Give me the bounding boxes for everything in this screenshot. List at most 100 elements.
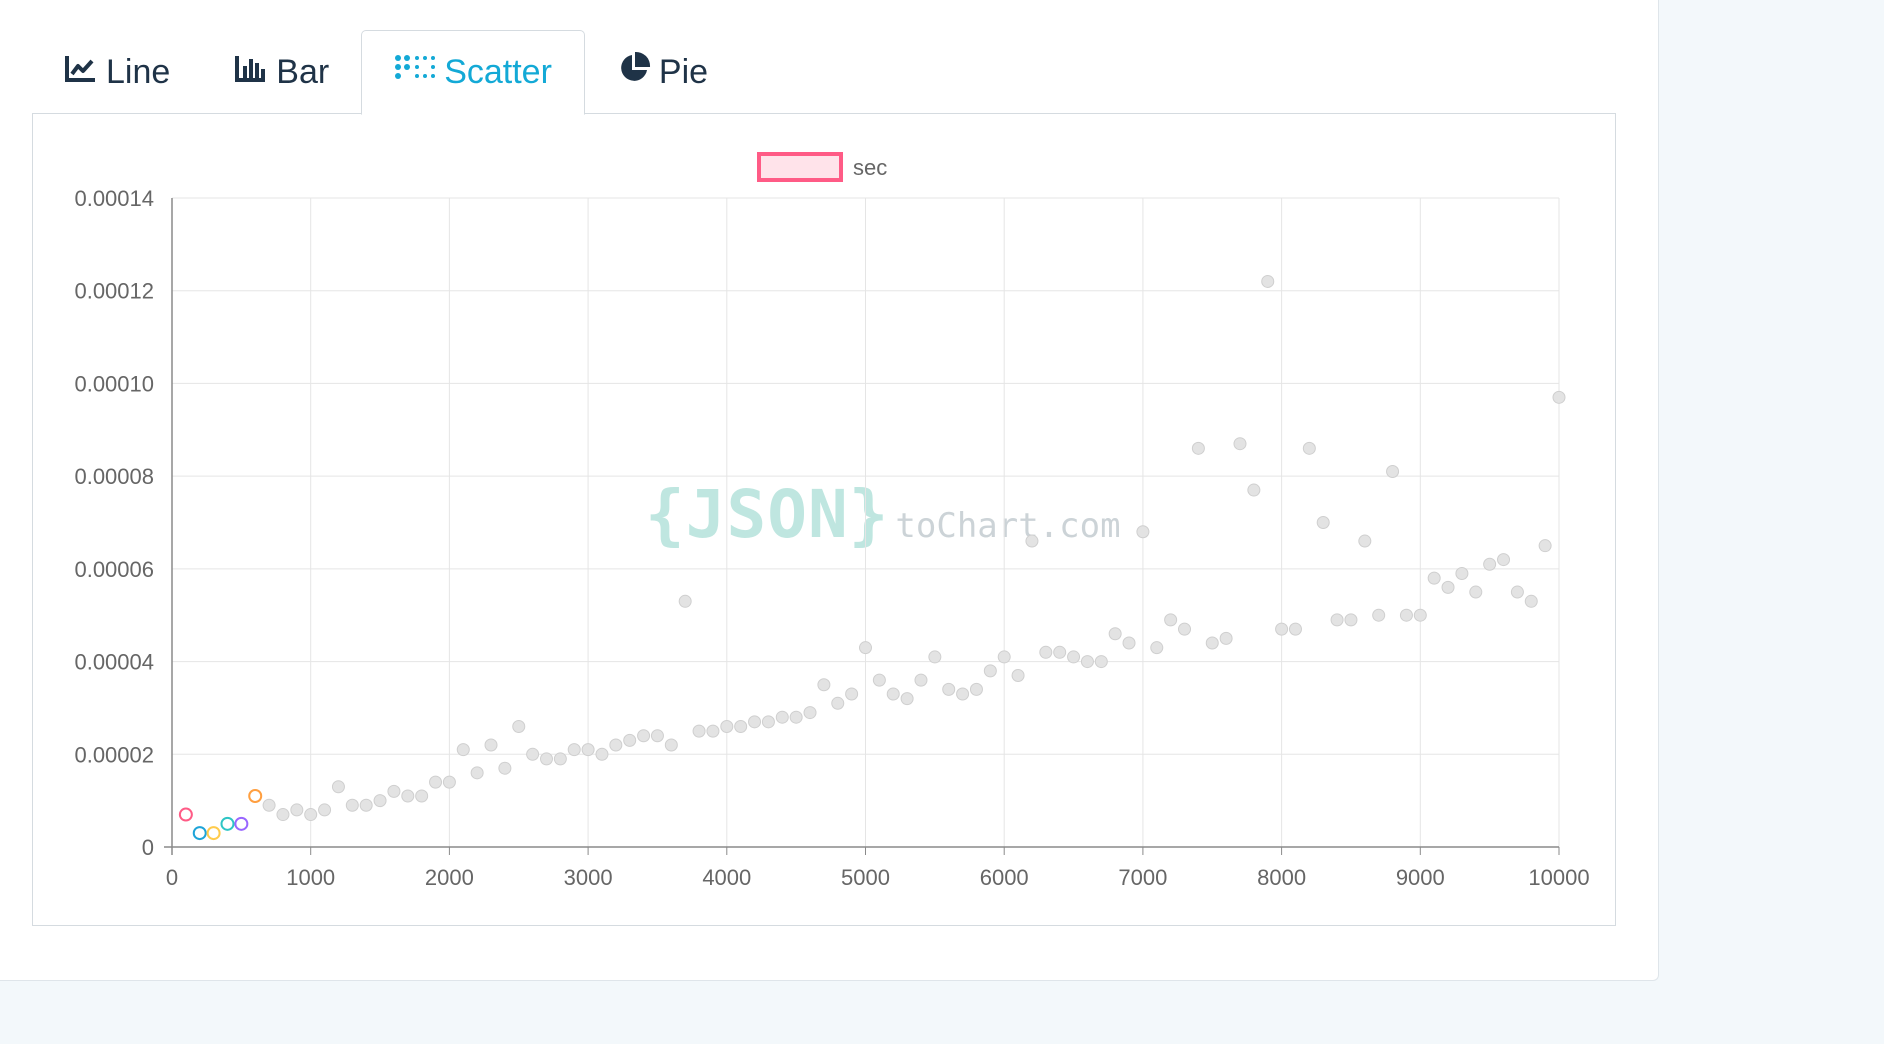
- scatter-point: [1178, 622, 1192, 636]
- scatter-point: [539, 752, 553, 766]
- scatter-point: [345, 798, 359, 812]
- x-tick-label: 6000: [980, 865, 1029, 890]
- pie-chart-icon: [617, 51, 659, 94]
- scatter-point: [872, 673, 886, 687]
- scatter-point: [1164, 613, 1178, 627]
- scatter-point: [318, 803, 332, 817]
- scatter-point: [900, 692, 914, 706]
- scatter-point: [401, 789, 415, 803]
- scatter-point: [220, 816, 235, 831]
- scatter-point: [1053, 645, 1067, 659]
- scatter-point: [470, 766, 484, 780]
- scatter-point: [1247, 483, 1261, 497]
- scatter-point: [1552, 390, 1566, 404]
- scatter-point: [304, 808, 318, 822]
- y-tick-label: 0: [142, 835, 154, 860]
- scatter-point: [290, 803, 304, 817]
- scatter-point: [1441, 580, 1455, 594]
- scatter-point: [748, 715, 762, 729]
- scatter-point: [1039, 645, 1053, 659]
- scatter-point: [359, 798, 373, 812]
- scatter-point: [178, 807, 193, 822]
- scatter-point: [983, 664, 997, 678]
- scatter-point: [1150, 641, 1164, 655]
- scatter-point: [234, 816, 249, 831]
- scatter-point: [1358, 534, 1372, 548]
- scatter-point: [429, 775, 443, 789]
- scatter-point: [678, 594, 692, 608]
- scatter-point: [914, 673, 928, 687]
- scatter-point: [498, 761, 512, 775]
- scatter-point: [248, 789, 263, 804]
- scatter-point: [1386, 465, 1400, 479]
- y-tick-label: 0.00008: [74, 464, 154, 489]
- scatter-point: [775, 710, 789, 724]
- scatter-point: [1094, 655, 1108, 669]
- scatter-point: [206, 826, 221, 841]
- x-tick-label: 1000: [286, 865, 335, 890]
- scatter-point: [1497, 553, 1511, 567]
- y-tick-label: 0.00012: [74, 279, 154, 304]
- scatter-point: [442, 775, 456, 789]
- tab-scatter[interactable]: Scatter: [361, 30, 585, 115]
- scatter-point: [1524, 594, 1538, 608]
- scatter-chart-icon: [394, 53, 444, 92]
- scatter-point: [1427, 571, 1441, 585]
- scatter-point: [1469, 585, 1483, 599]
- scatter-point: [1372, 608, 1386, 622]
- scatter-point: [192, 826, 207, 841]
- x-tick-label: 2000: [425, 865, 474, 890]
- scatter-point: [415, 789, 429, 803]
- scatter-point: [997, 650, 1011, 664]
- scatter-point: [1510, 585, 1524, 599]
- scatter-point: [1316, 516, 1330, 529]
- scatter-point: [928, 650, 942, 664]
- scatter-point: [1233, 437, 1247, 451]
- scatter-point: [1122, 636, 1136, 650]
- scatter-point: [692, 724, 706, 738]
- tab-line[interactable]: Line: [32, 30, 202, 114]
- y-tick-label: 0.00010: [74, 371, 154, 396]
- scatter-point: [553, 752, 567, 766]
- scatter-point: [1344, 613, 1358, 627]
- scatter-point: [706, 724, 720, 738]
- y-tick-label: 0.00004: [74, 650, 154, 675]
- scatter-point: [1330, 613, 1344, 627]
- line-chart-icon: [64, 53, 106, 92]
- scatter-point: [1108, 627, 1122, 641]
- x-tick-label: 0: [166, 865, 178, 890]
- tab-pie-label: Pie: [658, 52, 709, 91]
- scatter-point: [567, 743, 581, 757]
- scatter-point: [956, 687, 970, 701]
- chart-type-tabs: Line Bar: [32, 30, 740, 115]
- scatter-point: [761, 715, 775, 729]
- scatter-point: [512, 719, 526, 733]
- scatter-point: [1455, 566, 1469, 580]
- tab-pie[interactable]: Pie: [585, 30, 740, 114]
- tab-bar[interactable]: Bar: [202, 30, 361, 114]
- scatter-point: [331, 780, 345, 794]
- scatter-point: [1025, 534, 1039, 548]
- scatter-point: [1080, 655, 1094, 669]
- scatter-point: [456, 743, 470, 757]
- scatter-point: [720, 719, 734, 733]
- bar-chart-icon: [234, 53, 276, 92]
- scatter-point: [650, 729, 664, 743]
- scatter-point: [1302, 441, 1316, 455]
- legend-swatch: [757, 152, 843, 182]
- scatter-point: [942, 682, 956, 696]
- scatter-point: [276, 808, 290, 822]
- scatter-point: [1205, 636, 1219, 650]
- scatter-point: [1191, 441, 1205, 455]
- scatter-point: [1413, 608, 1427, 622]
- scatter-point: [1538, 539, 1552, 553]
- scatter-point: [609, 738, 623, 752]
- y-tick-label: 0.00014: [74, 186, 154, 211]
- scatter-point: [387, 784, 401, 798]
- x-tick-label: 4000: [702, 865, 751, 890]
- scatter-point: [373, 794, 387, 808]
- scatter-point: [803, 706, 817, 720]
- x-tick-label: 3000: [564, 865, 613, 890]
- scatter-point: [734, 719, 748, 733]
- scatter-point: [1011, 668, 1025, 682]
